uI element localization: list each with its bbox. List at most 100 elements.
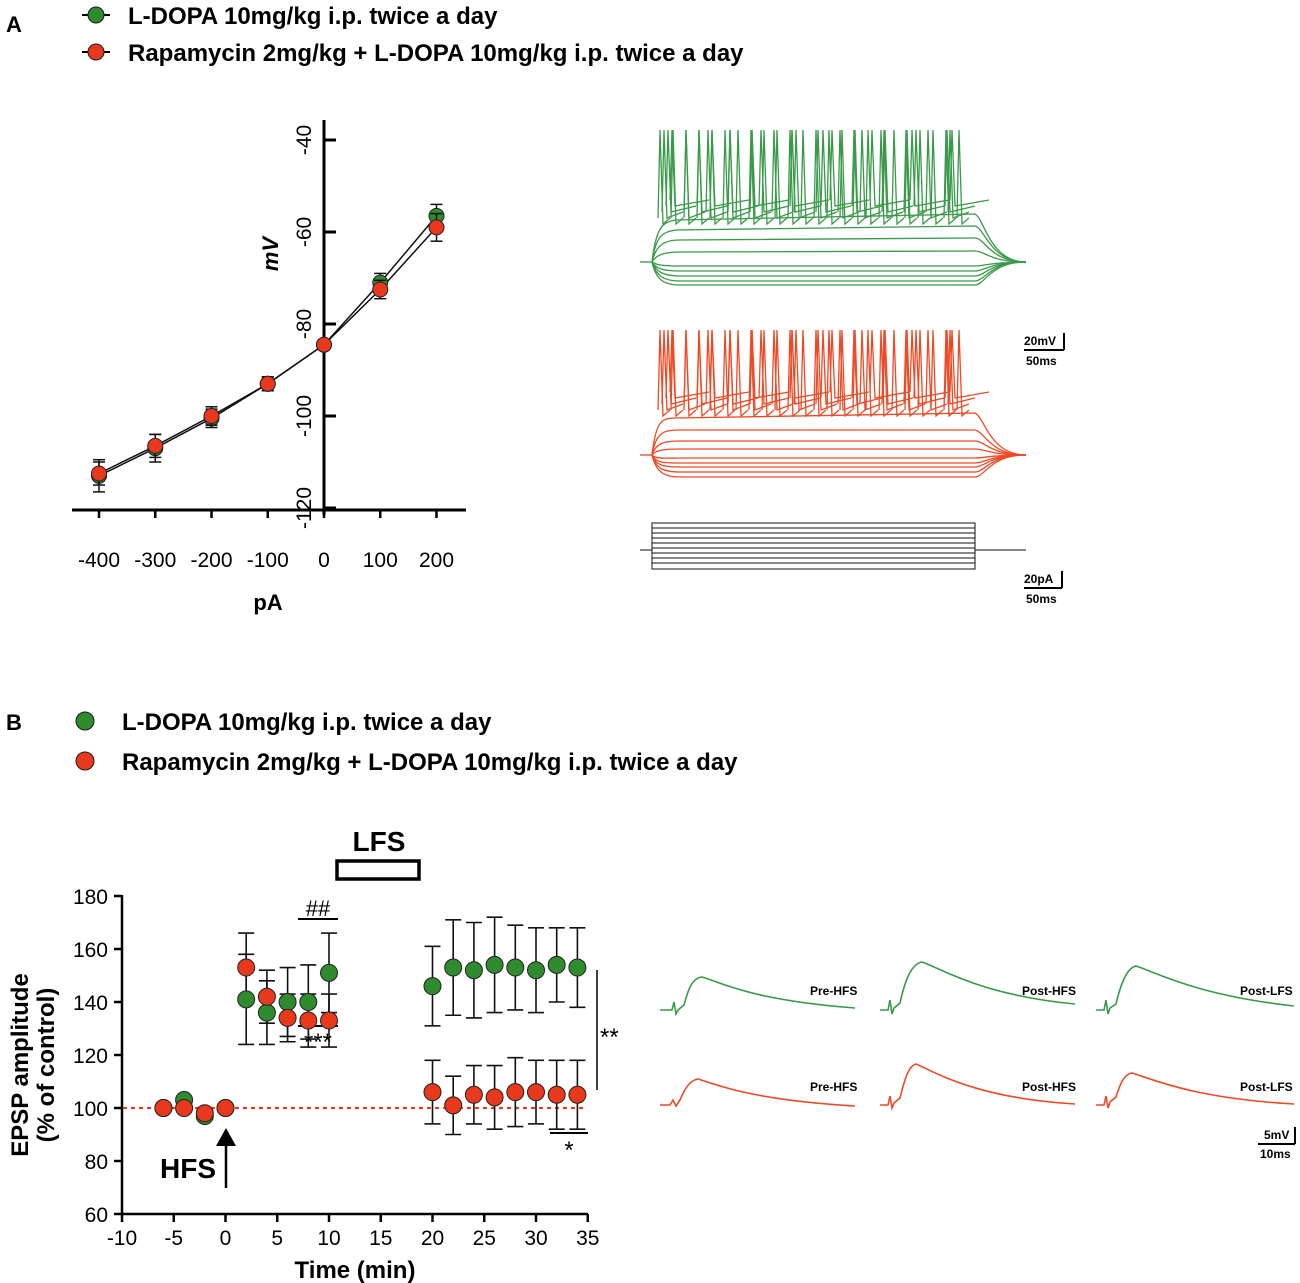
epsp-point [299, 1011, 318, 1030]
iv-x-tick-label: -300 [134, 549, 176, 572]
scale-bar-voltage: 20mV 50ms [1024, 333, 1065, 368]
epsp-example-traces: Pre-HFS Post-HFS Post-LFS Pre-HFS Post-H… [660, 961, 1295, 1111]
epsp-point [464, 961, 483, 980]
epsp-point [423, 977, 442, 996]
legend-b-green-marker [75, 711, 95, 731]
scale-bar-1-v: 20mV [1024, 334, 1056, 348]
epsp-point [485, 1088, 504, 1107]
epsp-point [527, 961, 545, 980]
iv-y-tick-label: -60 [293, 217, 316, 247]
lfs-period-box [335, 859, 421, 881]
epsp-x-tick-label: 25 [473, 1227, 496, 1250]
epsp-point [175, 1099, 194, 1117]
panel-a-legend: L-DOPA 10mg/kg i.p. twice a day Rapamyci… [82, 3, 744, 67]
legend-a-red-marker [87, 43, 105, 61]
panel-b-label: B [6, 710, 22, 735]
scale-bar-current: 20pA 50ms [1024, 571, 1063, 606]
epsp-x-tick-label: -10 [107, 1227, 137, 1250]
legend-b-item-2: Rapamycin 2mg/kg + L-DOPA 10mg/kg i.p. t… [122, 749, 738, 776]
epsp-point [444, 1096, 463, 1115]
trace-label-pre-hfs-red: Pre-HFS [810, 1080, 857, 1094]
epsp-point [320, 963, 338, 982]
epsp-y-tick-label: 100 [73, 1098, 108, 1121]
epsp-x-tick-label: 0 [220, 1227, 232, 1250]
iv-y-label: mV [258, 235, 283, 272]
spike-train [669, 329, 990, 399]
epsp-y-label-2: (% of control) [33, 988, 60, 1143]
iv-x-label: pA [253, 590, 282, 615]
iv-x-tick-label: -200 [190, 549, 232, 572]
epsp-point [299, 993, 318, 1011]
trace-label-post-lfs-green: Post-LFS [1240, 984, 1293, 998]
scale-bar-epsp: 5mV 10ms [1258, 1127, 1296, 1161]
spike-train [657, 129, 970, 226]
legend-a-item-2: Rapamycin 2mg/kg + L-DOPA 10mg/kg i.p. t… [128, 40, 744, 67]
iv-point [91, 465, 107, 482]
epsp-point [423, 1083, 442, 1102]
epsp-point [485, 955, 504, 974]
legend-a-green-marker [87, 6, 105, 24]
epsp-x-tick-label: -5 [164, 1227, 183, 1250]
iv-x-tick-label: 200 [419, 549, 454, 572]
legend-a-item-1: L-DOPA 10mg/kg i.p. twice a day [128, 3, 498, 30]
iv-x-tick-label: -400 [78, 549, 120, 572]
red-voltage-traces [640, 329, 1027, 478]
epsp-point [506, 1083, 525, 1102]
epsp-y-tick-label: 120 [73, 1045, 108, 1068]
trace-label-pre-hfs-green: Pre-HFS [810, 984, 857, 998]
legend-b-item-1: L-DOPA 10mg/kg i.p. twice a day [122, 709, 492, 736]
epsp-chart: -10 -5 0 5 10 15 20 25 30 35 6080100120140160180 … [7, 826, 619, 1283]
scale-bar-1-t: 50ms [1026, 354, 1057, 368]
spike-train [669, 129, 990, 207]
trace-green-post-lfs [1096, 965, 1295, 1015]
hfs-label: HFS [160, 1153, 216, 1184]
trace-red-pre-hfs [660, 1078, 856, 1108]
green-voltage-traces [640, 129, 1027, 286]
iv-point [259, 375, 276, 392]
epsp-x-tick-label: 20 [421, 1227, 444, 1250]
panel-b-legend: L-DOPA 10mg/kg i.p. twice a day Rapamyci… [75, 709, 738, 776]
epsp-point [444, 958, 463, 977]
trace-label-post-hfs-red: Post-HFS [1022, 1080, 1076, 1094]
trace-green-post-hfs [880, 961, 1076, 1015]
iv-point [428, 219, 445, 236]
trace-label-post-hfs-green: Post-HFS [1022, 984, 1076, 998]
iv-x-tick-label: 100 [363, 549, 398, 572]
scale-bar-b-t: 10ms [1260, 1147, 1291, 1161]
scale-bar-b-v: 5mV [1264, 1128, 1289, 1142]
epsp-y-tick-label: 80 [85, 1151, 108, 1174]
epsp-point [464, 1085, 483, 1104]
hfs-arrow-icon [216, 1128, 236, 1146]
current-step-protocol [640, 522, 1026, 570]
epsp-point [278, 1008, 297, 1027]
epsp-point [320, 1011, 338, 1030]
iv-x-tick-label: -100 [247, 549, 289, 572]
epsp-y-tick-label: 180 [73, 886, 108, 909]
epsp-x-tick-label: 5 [271, 1227, 283, 1250]
scale-bar-2-v: 20pA [1024, 572, 1054, 586]
epsp-point [278, 993, 297, 1011]
epsp-x-tick-label: 30 [524, 1227, 547, 1250]
trace-red-post-hfs [880, 1063, 1076, 1111]
panel-a-label: A [6, 12, 22, 37]
epsp-point [568, 958, 587, 977]
iv-y-tick-label: -40 [293, 125, 316, 155]
iv-point [203, 408, 220, 424]
epsp-point [506, 958, 525, 977]
epsp-point [237, 958, 256, 977]
epsp-point [568, 1085, 587, 1104]
epsp-y-label-1: EPSP amplitude [7, 973, 34, 1157]
iv-y-tick-label: -100 [293, 395, 316, 437]
epsp-y-tick-label: 160 [73, 939, 108, 962]
epsp-point [216, 1099, 235, 1117]
trace-label-post-lfs-red: Post-LFS [1240, 1080, 1293, 1094]
scale-bar-2-t: 50ms [1026, 592, 1057, 606]
epsp-y-tick-label: 60 [85, 1204, 108, 1227]
iv-y-tick-label: -80 [293, 309, 316, 339]
epsp-y-tick-label: 140 [73, 992, 108, 1015]
iv-chart: -400 -300 -200 -100 0 100 200 -40-60-80-100-12… [72, 120, 466, 615]
epsp-point [547, 955, 566, 974]
epsp-point [257, 987, 276, 1006]
epsp-x-tick-label: 35 [576, 1227, 599, 1250]
